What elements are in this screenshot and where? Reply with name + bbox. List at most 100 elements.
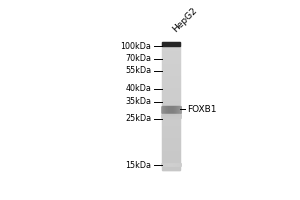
- Bar: [162, 168, 181, 169]
- Bar: [162, 52, 181, 53]
- Bar: [162, 69, 181, 70]
- Bar: [162, 53, 181, 54]
- Bar: [162, 103, 181, 104]
- Bar: [162, 124, 181, 125]
- Bar: [162, 153, 181, 154]
- Bar: [162, 83, 181, 84]
- Bar: [162, 104, 181, 105]
- Bar: [162, 96, 181, 97]
- Bar: [162, 73, 181, 74]
- Bar: [162, 150, 181, 151]
- Bar: [162, 123, 181, 124]
- Bar: [162, 87, 181, 88]
- Bar: [162, 114, 181, 115]
- Bar: [162, 136, 181, 137]
- Bar: [162, 58, 181, 59]
- Bar: [162, 110, 181, 111]
- Bar: [162, 57, 181, 58]
- Bar: [162, 137, 181, 138]
- Bar: [162, 49, 181, 50]
- Text: 70kDa: 70kDa: [125, 54, 152, 63]
- Bar: [162, 125, 181, 126]
- Bar: [162, 122, 181, 123]
- Bar: [162, 115, 181, 116]
- Bar: [162, 130, 181, 131]
- Bar: [162, 119, 181, 120]
- Bar: [162, 43, 181, 44]
- Bar: [162, 141, 181, 142]
- Bar: [162, 80, 181, 81]
- Bar: [162, 61, 181, 62]
- Bar: [162, 66, 181, 67]
- Text: 100kDa: 100kDa: [121, 42, 152, 51]
- Bar: [162, 143, 181, 144]
- Bar: [162, 77, 181, 78]
- Bar: [162, 120, 181, 121]
- Bar: [162, 146, 181, 147]
- Bar: [162, 160, 181, 161]
- Bar: [162, 118, 181, 119]
- Bar: [162, 54, 181, 55]
- Bar: [162, 112, 181, 113]
- Bar: [162, 91, 181, 92]
- Bar: [162, 99, 181, 100]
- Bar: [162, 48, 181, 49]
- Bar: [162, 152, 181, 153]
- Text: HepG2: HepG2: [171, 6, 199, 34]
- Bar: [162, 45, 181, 46]
- Bar: [162, 51, 181, 52]
- Bar: [162, 88, 181, 89]
- Bar: [162, 148, 181, 149]
- Bar: [162, 159, 181, 160]
- Bar: [162, 68, 181, 69]
- Bar: [162, 70, 181, 71]
- Bar: [162, 59, 181, 60]
- Bar: [162, 42, 181, 43]
- Bar: [162, 147, 181, 148]
- Bar: [162, 42, 181, 46]
- Bar: [162, 81, 181, 82]
- Bar: [162, 102, 181, 103]
- Bar: [162, 132, 181, 133]
- Bar: [162, 117, 181, 118]
- Bar: [162, 111, 181, 112]
- Bar: [162, 63, 181, 64]
- Bar: [162, 50, 181, 51]
- Bar: [162, 149, 181, 150]
- Bar: [162, 121, 181, 122]
- Bar: [162, 128, 181, 129]
- Bar: [162, 162, 181, 163]
- Bar: [162, 94, 181, 95]
- Text: 35kDa: 35kDa: [125, 97, 152, 106]
- Bar: [162, 82, 181, 83]
- Bar: [162, 101, 181, 102]
- Bar: [162, 154, 181, 155]
- Bar: [162, 151, 181, 152]
- Text: 15kDa: 15kDa: [125, 161, 152, 170]
- Bar: [162, 116, 181, 117]
- Bar: [162, 133, 181, 134]
- Text: 55kDa: 55kDa: [125, 66, 152, 75]
- Bar: [162, 138, 181, 139]
- Bar: [162, 93, 181, 94]
- Text: 25kDa: 25kDa: [125, 114, 152, 123]
- Bar: [162, 126, 181, 127]
- Bar: [162, 76, 181, 77]
- Bar: [162, 86, 181, 87]
- Bar: [162, 135, 181, 136]
- Bar: [162, 109, 181, 110]
- Bar: [162, 92, 181, 93]
- Bar: [162, 142, 181, 143]
- Bar: [162, 56, 181, 57]
- Bar: [162, 75, 181, 76]
- Bar: [162, 106, 181, 107]
- Bar: [162, 139, 181, 140]
- Bar: [162, 64, 181, 65]
- Bar: [162, 163, 181, 164]
- Bar: [162, 47, 181, 48]
- Bar: [162, 169, 181, 170]
- Bar: [162, 65, 181, 66]
- Bar: [162, 85, 181, 86]
- Bar: [162, 67, 181, 68]
- Bar: [162, 55, 181, 56]
